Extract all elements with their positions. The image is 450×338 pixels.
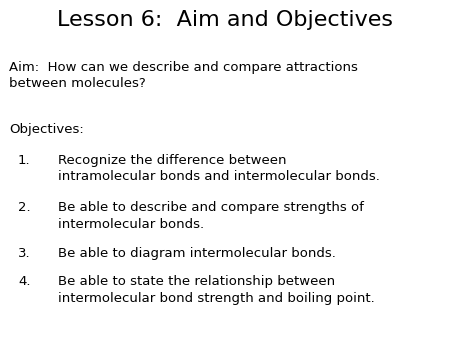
Text: Objectives:: Objectives: [9, 123, 84, 136]
Text: Be able to describe and compare strengths of
intermolecular bonds.: Be able to describe and compare strength… [58, 201, 364, 231]
Text: 3.: 3. [18, 247, 31, 260]
Text: 4.: 4. [18, 275, 31, 288]
Text: Recognize the difference between
intramolecular bonds and intermolecular bonds.: Recognize the difference between intramo… [58, 154, 380, 183]
Text: 1.: 1. [18, 154, 31, 167]
Text: Be able to diagram intermolecular bonds.: Be able to diagram intermolecular bonds. [58, 247, 337, 260]
Text: Lesson 6:  Aim and Objectives: Lesson 6: Aim and Objectives [57, 10, 393, 30]
Text: Be able to state the relationship between
intermolecular bond strength and boili: Be able to state the relationship betwee… [58, 275, 375, 305]
Text: 2.: 2. [18, 201, 31, 214]
Text: Aim:  How can we describe and compare attractions
between molecules?: Aim: How can we describe and compare att… [9, 61, 358, 90]
